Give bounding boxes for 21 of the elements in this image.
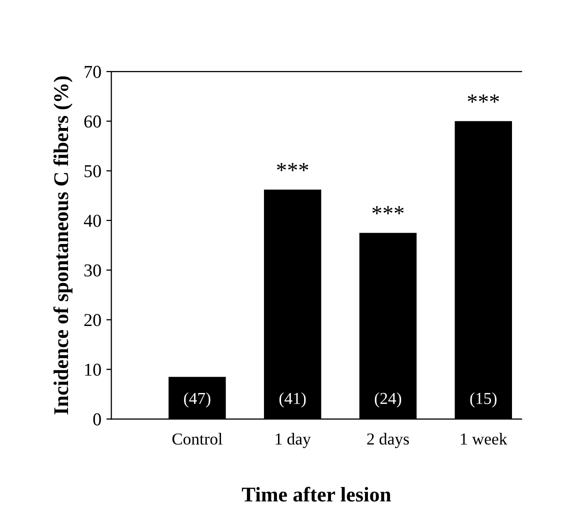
annotation: (24) bbox=[374, 392, 402, 408]
y-tick-label: 20 bbox=[84, 314, 101, 326]
x-tick-label: 2 days bbox=[367, 432, 409, 448]
y-axis-title: Incidence of spontaneous C fibers (%) bbox=[53, 76, 72, 414]
annotation: (15) bbox=[470, 392, 497, 408]
annotation: (47) bbox=[184, 392, 210, 408]
annotation: (41) bbox=[279, 392, 306, 408]
y-tick-label: 10 bbox=[85, 364, 101, 376]
x-tick-label: 1 week bbox=[461, 432, 508, 445]
annotation: *** bbox=[277, 162, 308, 172]
x-tick-label: Control bbox=[172, 432, 222, 445]
x-axis-title: Time after lesion bbox=[242, 486, 391, 502]
y-tick-label: 50 bbox=[84, 165, 101, 178]
annotation: *** bbox=[372, 206, 404, 214]
annotation: *** bbox=[468, 94, 499, 103]
y-tick-label: 0 bbox=[93, 413, 101, 426]
x-tick-label: 1 day bbox=[276, 432, 311, 448]
y-tick-label: 70 bbox=[84, 66, 101, 78]
y-tick-label: 30 bbox=[84, 264, 101, 277]
y-tick-label: 40 bbox=[84, 214, 101, 227]
y-tick-label: 60 bbox=[84, 115, 101, 128]
